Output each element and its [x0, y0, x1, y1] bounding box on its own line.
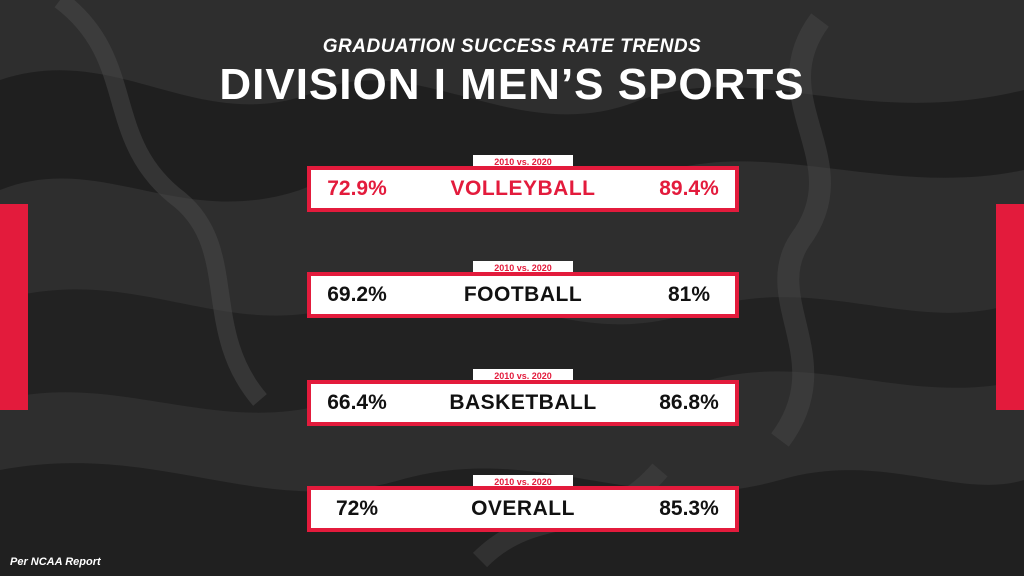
value-2010: 72%	[335, 497, 379, 520]
year-tag: 2010 vs. 2020	[473, 475, 573, 489]
sport-name: VOLLEYBALL	[450, 177, 596, 200]
value-2010: 66.4%	[327, 391, 387, 414]
value-2020: 81%	[667, 283, 711, 306]
sport-name: OVERALL	[471, 497, 575, 520]
subtitle: GRADUATION SUCCESS RATE TRENDS	[322, 36, 702, 57]
year-tag: 2010 vs. 2020	[473, 369, 573, 383]
stat-box: 72.9% VOLLEYBALL 89.4%	[307, 166, 739, 212]
value-2010: 72.9%	[327, 177, 387, 200]
sport-name: BASKETBALL	[449, 391, 597, 414]
stat-box: 69.2% FOOTBALL 81%	[307, 272, 739, 318]
value-2010: 69.2%	[327, 283, 387, 306]
sport-name: FOOTBALL	[463, 283, 583, 306]
page-title: DIVISION I MEN’S SPORTS	[219, 60, 805, 109]
year-tag: 2010 vs. 2020	[473, 261, 573, 275]
value-2020: 85.3%	[659, 497, 719, 520]
year-tag: 2010 vs. 2020	[473, 155, 573, 169]
value-2020: 86.8%	[659, 391, 719, 414]
stat-box: 66.4% BASKETBALL 86.8%	[307, 380, 739, 426]
source-note: Per NCAA Report	[10, 556, 101, 568]
stat-box: 72% OVERALL 85.3%	[307, 486, 739, 532]
left-accent-bar	[0, 204, 28, 410]
value-2020: 89.4%	[659, 177, 719, 200]
right-accent-bar	[996, 204, 1024, 410]
